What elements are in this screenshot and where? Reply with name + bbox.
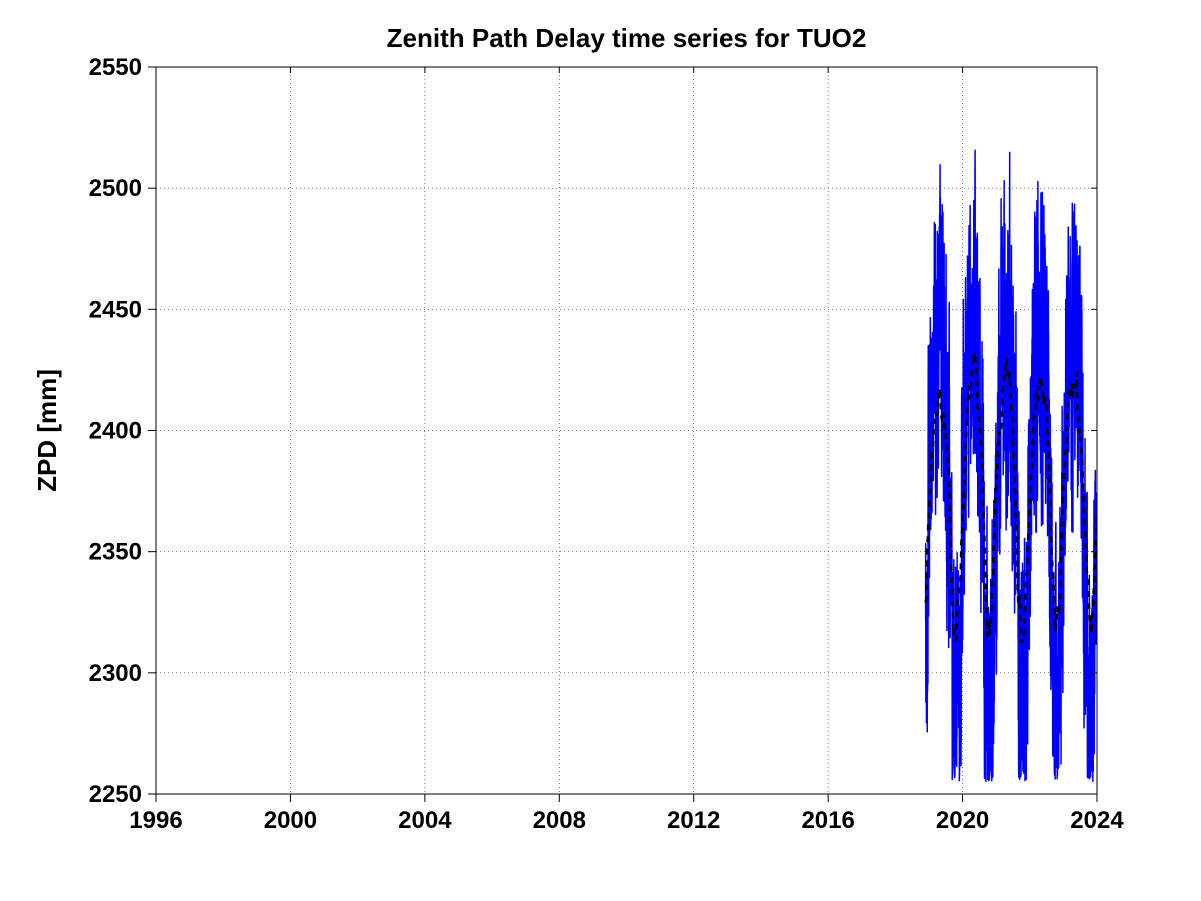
ytick-label: 2250 [89, 781, 142, 808]
chart-title: Zenith Path Delay time series for TUO2 [387, 23, 867, 53]
xtick-label: 2024 [1070, 807, 1124, 834]
ytick-label: 2500 [89, 175, 142, 202]
ytick-label: 2550 [89, 54, 142, 81]
chart-container: 1996 2000 2004 2008 2012 2016 2020 2024 2250 2300… [0, 0, 1201, 901]
chart-svg: 1996 2000 2004 2008 2012 2016 2020 2024 2250 2300… [0, 0, 1201, 901]
xtick-label: 1996 [129, 807, 182, 834]
ytick-label: 2350 [89, 539, 142, 566]
y-axis-label: ZPD [mm] [32, 369, 62, 492]
xtick-label: 2000 [264, 807, 317, 834]
xtick-label: 2012 [667, 807, 720, 834]
xtick-label: 2016 [801, 807, 854, 834]
ytick-label: 2400 [89, 418, 142, 445]
xtick-label: 2008 [533, 807, 586, 834]
ytick-label: 2300 [89, 660, 142, 687]
xtick-label: 2004 [398, 807, 452, 834]
ytick-label: 2450 [89, 296, 142, 323]
xtick-label: 2020 [936, 807, 989, 834]
